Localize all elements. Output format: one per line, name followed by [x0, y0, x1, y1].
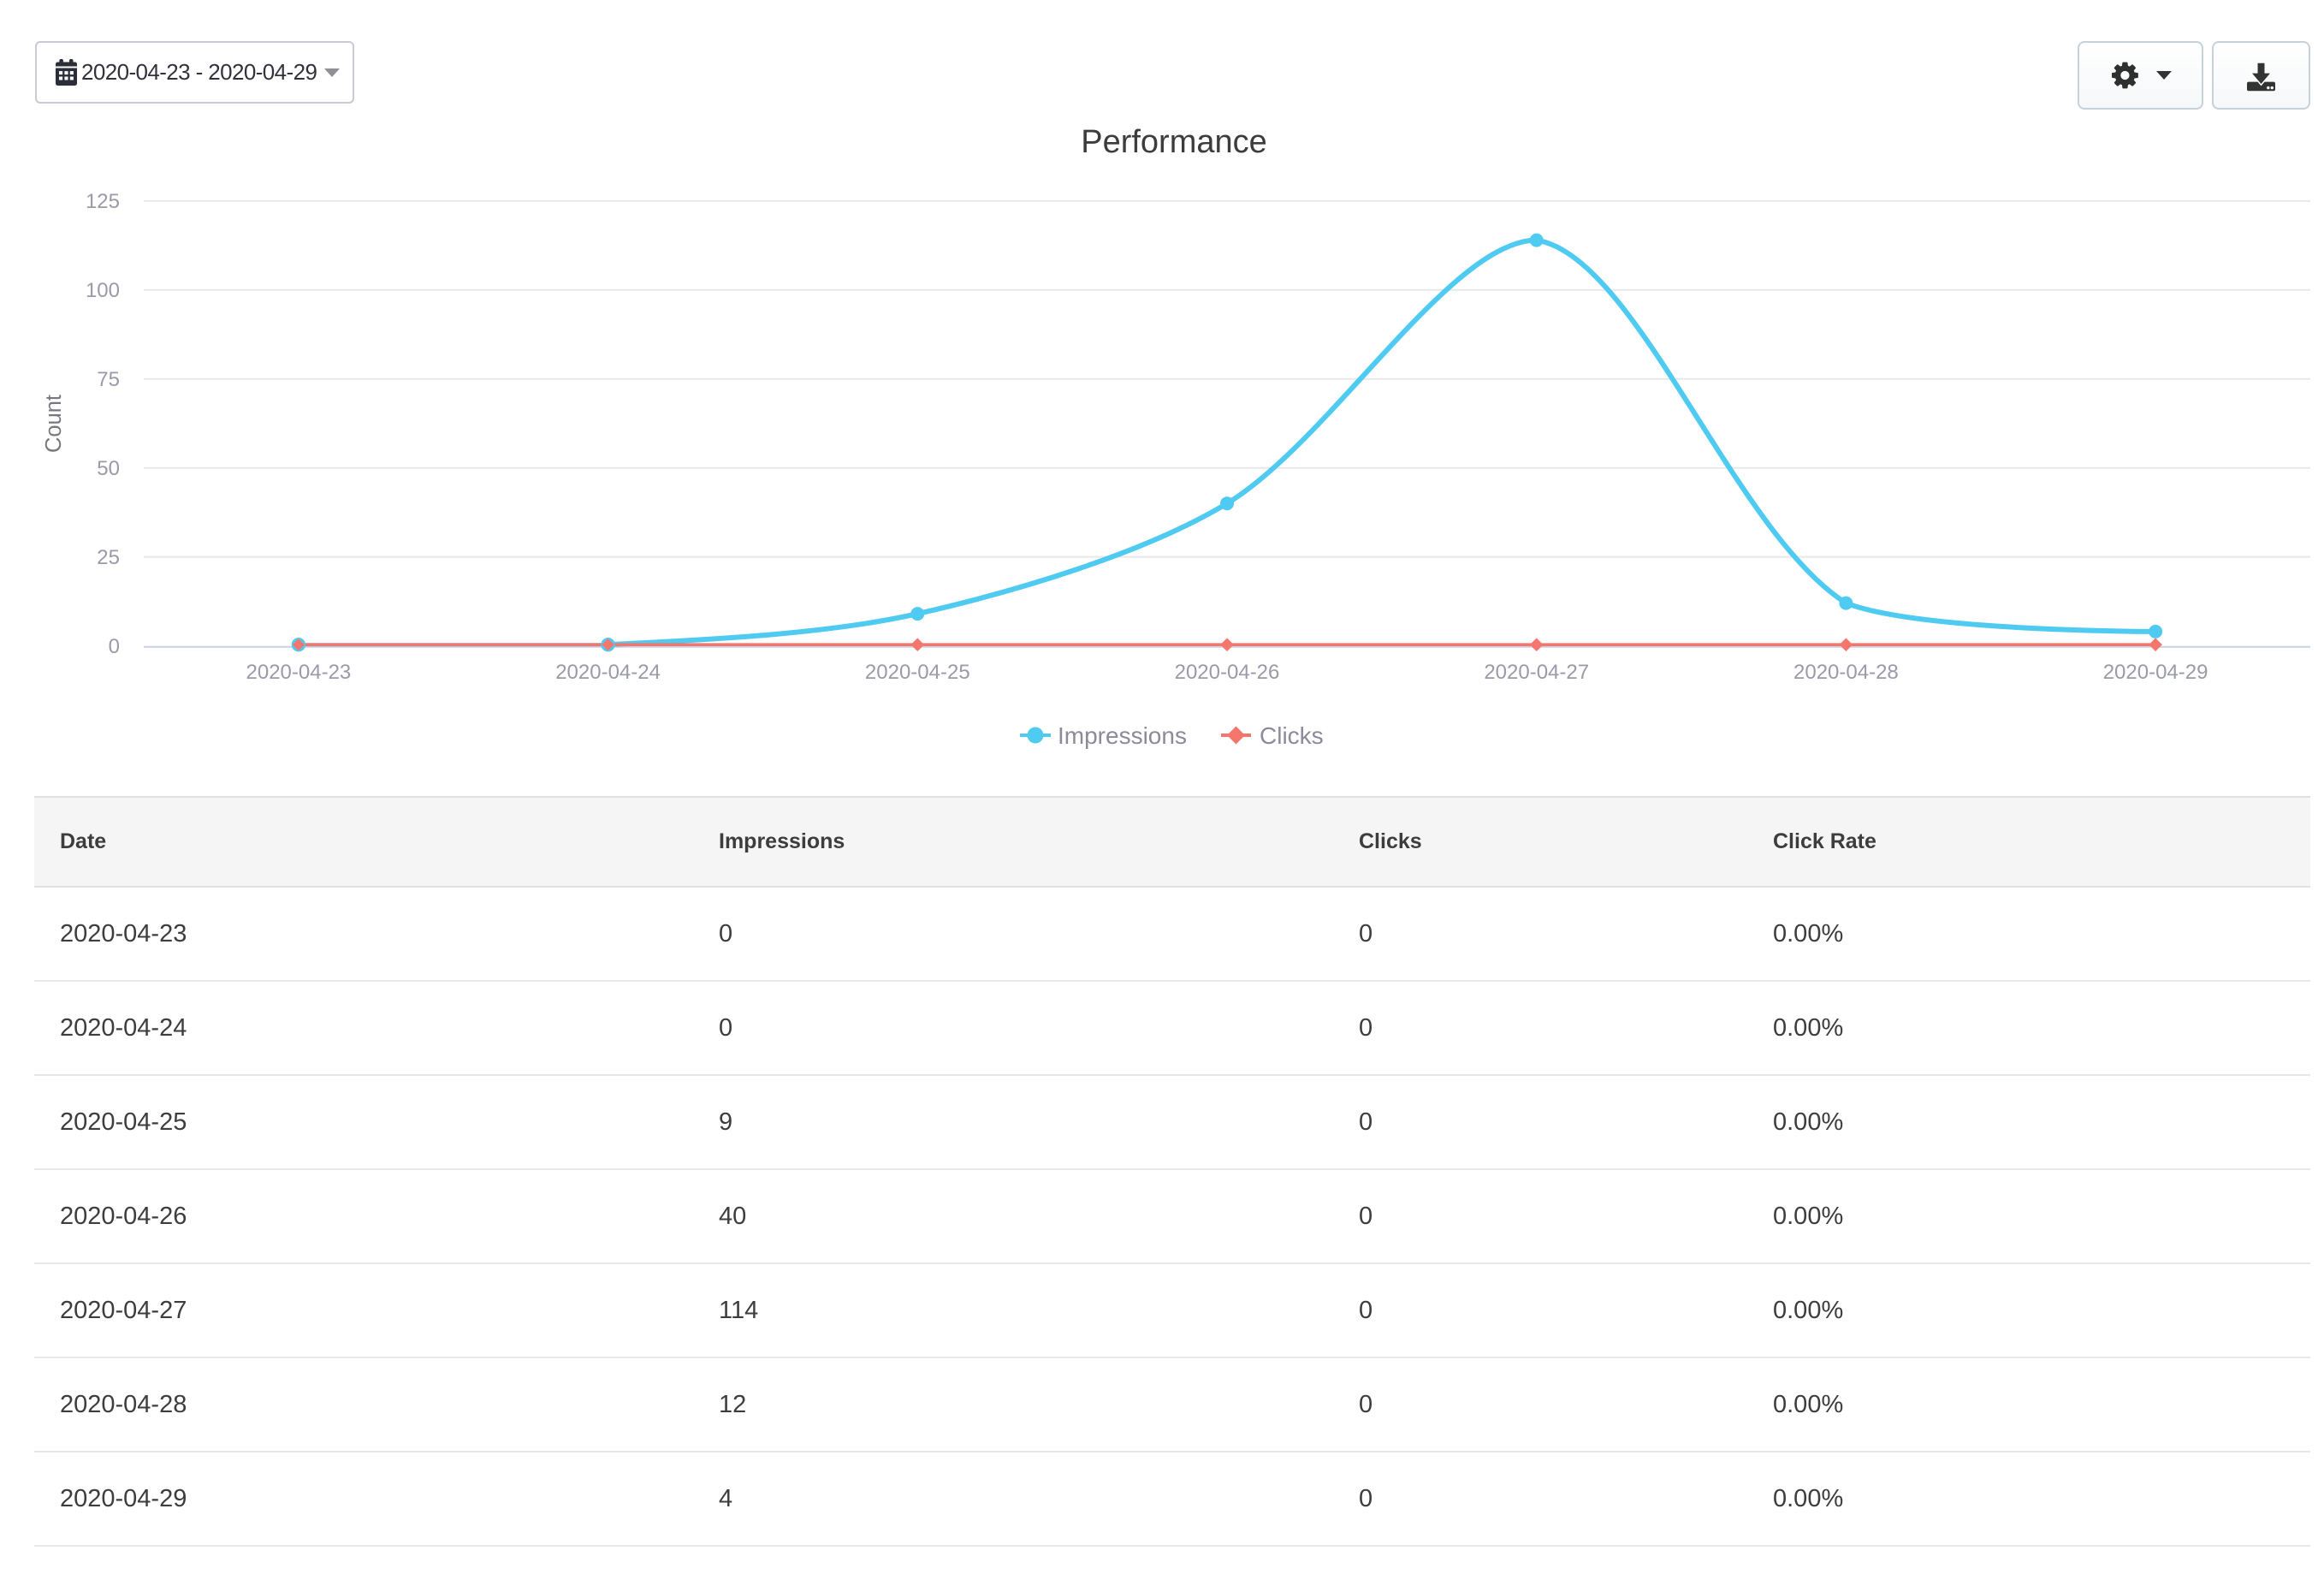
- svg-text:50: 50: [97, 457, 120, 480]
- svg-text:Clicks: Clicks: [1260, 722, 1324, 749]
- svg-text:2020-04-27: 2020-04-27: [1484, 661, 1589, 684]
- svg-text:2020-04-29: 2020-04-29: [2103, 661, 2208, 684]
- svg-text:2020-04-24: 2020-04-24: [555, 661, 661, 684]
- svg-text:Performance: Performance: [1081, 124, 1267, 160]
- svg-text:2020-04-28: 2020-04-28: [1793, 661, 1899, 684]
- svg-text:2020-04-26: 2020-04-26: [1175, 661, 1280, 684]
- svg-text:Count: Count: [42, 395, 66, 453]
- svg-text:25: 25: [97, 546, 120, 569]
- svg-text:2020-04-23: 2020-04-23: [246, 661, 352, 684]
- svg-text:75: 75: [97, 368, 120, 391]
- svg-text:0: 0: [109, 635, 120, 658]
- svg-text:Impressions: Impressions: [1058, 722, 1187, 749]
- svg-text:2020-04-25: 2020-04-25: [865, 661, 970, 684]
- svg-text:100: 100: [86, 279, 120, 302]
- svg-text:125: 125: [86, 190, 120, 213]
